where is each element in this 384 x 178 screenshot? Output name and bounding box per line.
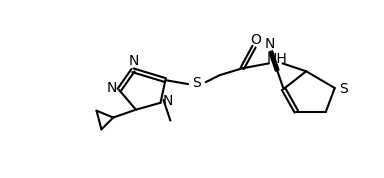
Text: N: N bbox=[107, 81, 118, 95]
Text: O: O bbox=[250, 33, 262, 47]
Text: S: S bbox=[192, 76, 201, 90]
Text: N: N bbox=[129, 54, 139, 68]
Text: N: N bbox=[265, 37, 275, 51]
Text: S: S bbox=[339, 82, 348, 96]
Text: N: N bbox=[162, 94, 172, 108]
Text: NH: NH bbox=[266, 53, 287, 66]
